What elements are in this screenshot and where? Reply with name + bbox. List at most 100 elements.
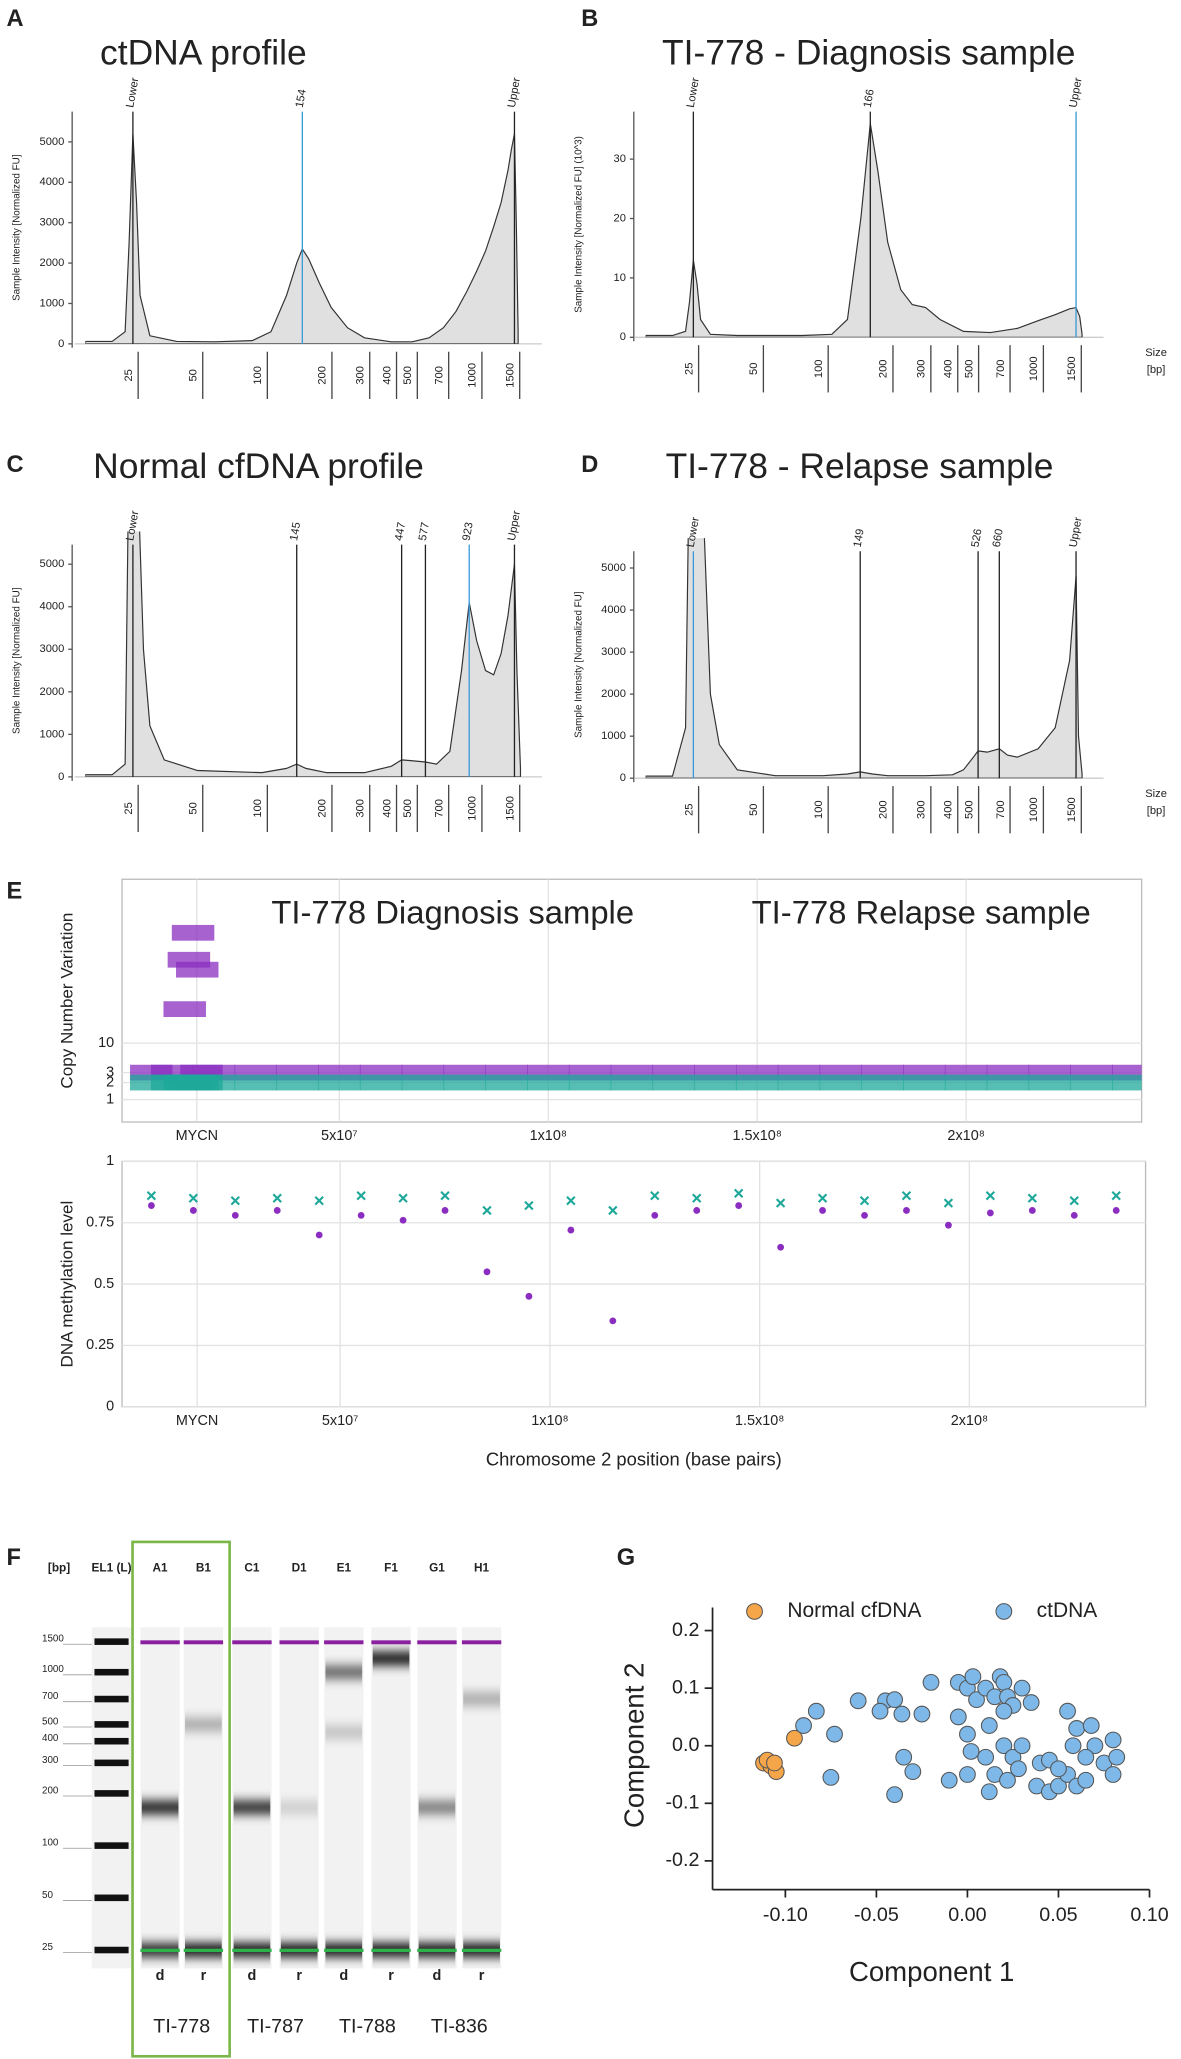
y-tick-label: 1000	[601, 730, 626, 742]
ladder-band	[94, 1759, 129, 1767]
ladder-band	[94, 1737, 129, 1745]
point	[886, 1786, 904, 1804]
x-tick-label: 50	[748, 363, 760, 375]
ladder-label: 50	[42, 1890, 53, 1901]
ladder-band	[94, 1668, 129, 1676]
sample-label: TI-787	[247, 2016, 304, 2038]
y-tick-label: 0.0	[672, 1734, 699, 1756]
cnv-band	[735, 1074, 779, 1091]
x-tick-label: 200	[317, 799, 329, 818]
cnv-band	[163, 1001, 206, 1017]
gel-band	[372, 1651, 410, 1666]
legend-swatch	[746, 1603, 763, 1620]
legend-entry: TI-778 Relapse sample	[752, 893, 1091, 930]
x-tick-label: -0.10	[763, 1904, 808, 1926]
y-axis-label: Sample Intensity [Normalized FU]	[573, 591, 584, 738]
cnv-band	[944, 1074, 988, 1091]
lane-header: G1	[429, 1560, 445, 1574]
y-tick-label: 0.5	[94, 1276, 114, 1292]
y-tick-label: 0.75	[86, 1215, 114, 1231]
methylation-point	[1112, 1207, 1120, 1214]
lower-marker	[232, 1948, 272, 1952]
lane-header: A1	[153, 1560, 169, 1574]
methylation-point	[315, 1231, 323, 1239]
cnv-band	[861, 1074, 904, 1091]
ladder-label: 400	[42, 1733, 59, 1744]
legend-swatch	[995, 1603, 1013, 1620]
x-tick-label: 1x10⁸	[531, 1413, 568, 1429]
y-tick-label: 1000	[40, 297, 65, 309]
y-tick-label: 10	[614, 272, 626, 284]
point	[871, 1702, 889, 1720]
methylation-point	[693, 1207, 701, 1214]
x-axis-label: [bp]	[1147, 364, 1166, 376]
peak-label: Lower	[124, 76, 141, 108]
y-axis-label: Component 2	[619, 1663, 650, 1828]
methylation-point	[777, 1243, 785, 1251]
methylation-point	[903, 1207, 910, 1214]
x-tick-label: 400	[943, 359, 955, 378]
y-tick-label: 5000	[40, 558, 65, 570]
x-tick-label: 300	[916, 359, 928, 378]
x-tick-label: 0.10	[1130, 1904, 1168, 1926]
point	[1050, 1777, 1067, 1795]
peak-label: Upper	[506, 509, 523, 541]
y-tick-label: 3	[106, 1064, 114, 1080]
point	[980, 1783, 998, 1801]
ladder-label: 500	[42, 1716, 59, 1727]
peak-label: 447	[393, 521, 408, 541]
y-axis-label: DNA methylation level	[58, 1201, 77, 1368]
cnv-band	[610, 1074, 654, 1091]
x-tick-label: 1500	[504, 363, 516, 388]
point	[949, 1708, 967, 1726]
ladder-label: 25	[42, 1942, 53, 1953]
peak-label: 577	[417, 521, 432, 541]
point	[1013, 1737, 1031, 1755]
highlight-box	[131, 1540, 231, 2058]
cnv-band	[1070, 1074, 1113, 1091]
methylation-point	[608, 1205, 618, 1216]
y-tick-label: 2000	[601, 688, 626, 700]
gel-band	[185, 1717, 222, 1731]
y-tick-label: 4000	[601, 604, 626, 616]
panel-letter: A	[7, 6, 24, 32]
cnv-band	[777, 1074, 821, 1091]
lower-marker	[279, 1948, 319, 1952]
ladder-band	[94, 1790, 129, 1797]
y-tick-label: 20	[614, 212, 626, 224]
x-tick-label: 0.05	[1039, 1904, 1077, 1926]
methylation-point	[147, 1202, 155, 1209]
ladder-label: 1500	[42, 1634, 64, 1645]
cnv-band	[401, 1074, 445, 1091]
methylation-point	[398, 1193, 408, 1203]
x-tick-label: 2x10⁸	[951, 1413, 988, 1429]
methylation-point	[817, 1193, 828, 1203]
methylation-point	[231, 1211, 239, 1219]
point	[959, 1766, 976, 1783]
methylation-point	[1069, 1195, 1079, 1206]
lane-header: F1	[384, 1560, 398, 1574]
lane	[183, 1627, 224, 1969]
point	[959, 1725, 976, 1743]
y-tick-label: 3000	[40, 643, 65, 655]
peak-label: 923	[461, 521, 476, 541]
x-tick-label: 1500	[1066, 797, 1078, 822]
point	[913, 1705, 931, 1723]
x-tick-label: MYCN	[176, 1413, 218, 1429]
x-tick-label: 1x10⁸	[530, 1128, 567, 1144]
electropherogram	[645, 123, 1083, 338]
cnv-band	[485, 1074, 528, 1091]
x-tick-label: 500	[963, 800, 975, 819]
legend-entry: ctDNA	[1037, 1599, 1098, 1622]
y-tick-label: 2000	[40, 686, 65, 698]
cnv-band	[176, 961, 219, 978]
lane-header: E1	[337, 1560, 352, 1574]
methylation-point	[314, 1195, 324, 1206]
y-axis-label: Copy Number Variation	[58, 913, 77, 1089]
peak-label: 154	[294, 88, 309, 108]
upper-marker	[140, 1640, 180, 1645]
methylation-point	[692, 1193, 702, 1203]
lane-label: r	[296, 1968, 302, 1984]
cnv-band	[986, 1074, 1030, 1091]
